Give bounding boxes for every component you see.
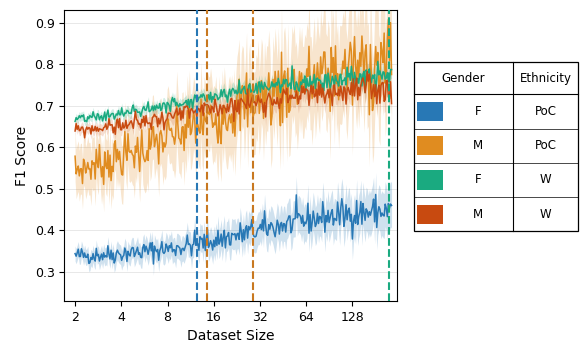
Text: PoC: PoC	[534, 105, 557, 118]
Text: F: F	[474, 105, 481, 118]
Bar	[417, 136, 443, 155]
X-axis label: Dataset Size: Dataset Size	[187, 329, 274, 343]
Text: W: W	[540, 173, 551, 186]
Text: W: W	[540, 208, 551, 221]
Text: M: M	[472, 208, 483, 221]
Text: M: M	[472, 139, 483, 152]
Bar	[417, 170, 443, 190]
Text: Ethnicity: Ethnicity	[519, 72, 571, 84]
Y-axis label: F1 Score: F1 Score	[15, 126, 29, 186]
Bar	[415, 62, 578, 231]
Text: F: F	[474, 173, 481, 186]
Text: PoC: PoC	[534, 139, 557, 152]
Bar	[417, 102, 443, 121]
Text: Gender: Gender	[442, 72, 485, 84]
Bar	[417, 204, 443, 224]
